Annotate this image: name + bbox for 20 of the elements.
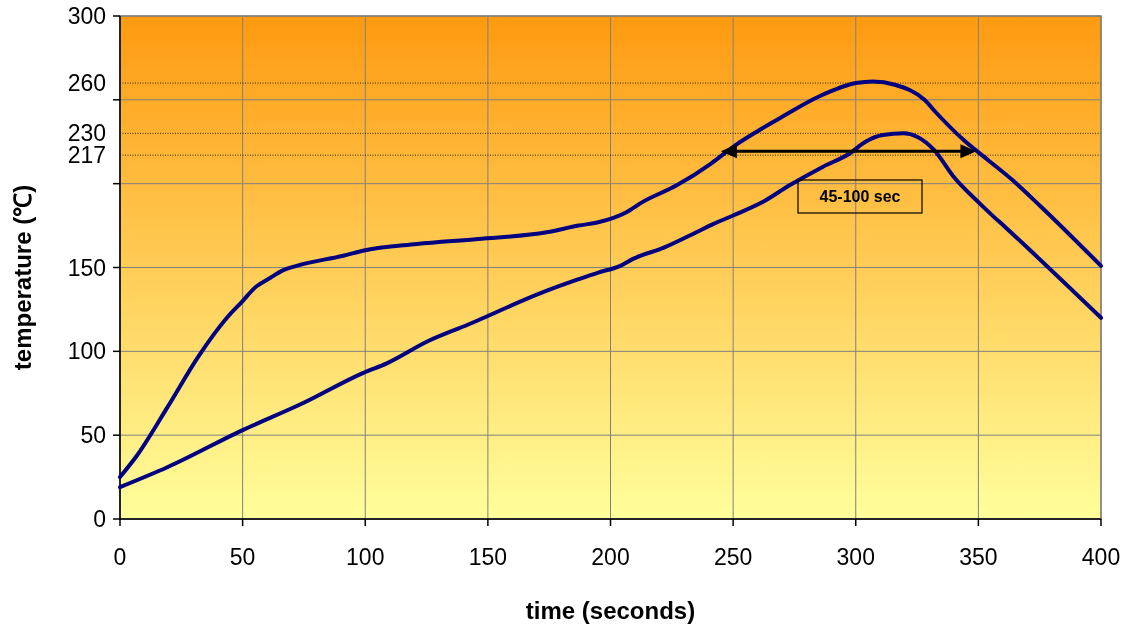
ref-line-label: 260: [67, 70, 106, 97]
annotation: 45-100 sec: [819, 188, 901, 205]
x-tick-label: 0: [113, 544, 127, 570]
y-tick-label: 100: [67, 338, 106, 365]
x-tick-label: 50: [229, 544, 256, 570]
x-tick-label: 300: [836, 544, 875, 570]
x-tick-label: 400: [1081, 544, 1121, 570]
y-tick-label: 0: [93, 506, 106, 533]
x-axis-title: time (seconds): [525, 597, 696, 624]
y-tick-label: 300: [67, 3, 106, 30]
y-axis-title: temperature (℃): [9, 184, 36, 371]
y-tick-label: 150: [67, 254, 106, 281]
x-tick-label: 250: [713, 544, 753, 570]
x-tick-label: 200: [591, 544, 630, 570]
x-tick-label: 150: [468, 544, 508, 570]
x-tick-label: 350: [959, 544, 998, 570]
line-series: [118, 131, 1103, 490]
y-tick-label: 50: [80, 422, 106, 449]
line-series: [118, 79, 1103, 480]
x-tick-label: 100: [346, 544, 385, 570]
